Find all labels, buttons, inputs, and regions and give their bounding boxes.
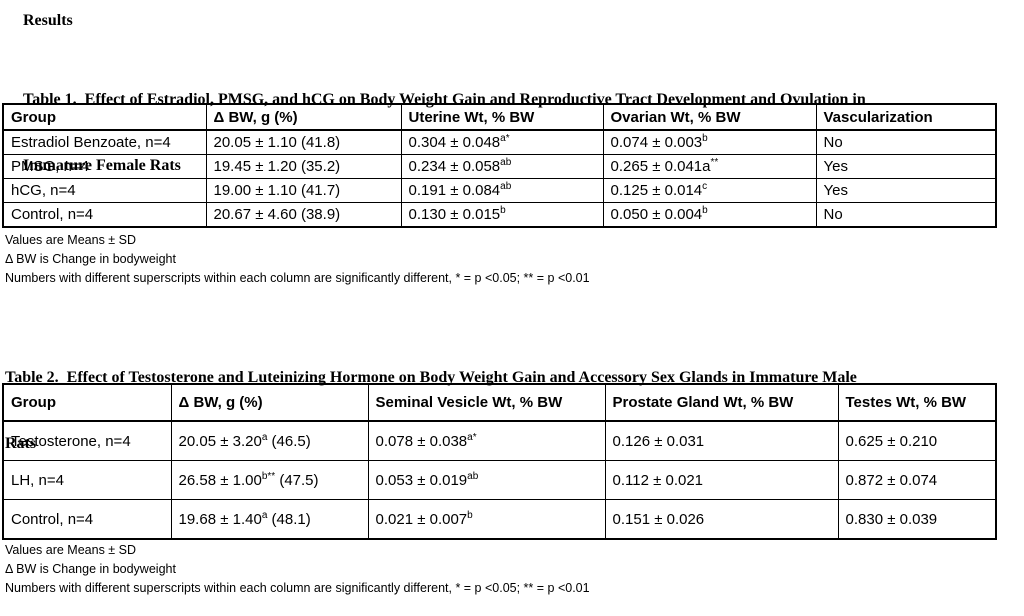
superscript: b <box>702 133 708 144</box>
superscript: ab <box>467 470 479 482</box>
table-cell: Control, n=4 <box>2 499 172 540</box>
table-cell: 0.830 ± 0.039 <box>837 499 997 540</box>
table-row: Control, n=4 20.67 ± 4.60 (38.9) 0.130 ± 0… <box>2 202 997 228</box>
header-row: Group Δ BW, g (%) Seminal Vesicle Wt, % BW… <box>2 383 997 422</box>
table-cell: 0.050 ± 0.004b <box>602 202 817 228</box>
table2-footnotes: Values are Means ± SD Δ BW is Change in … <box>5 541 590 598</box>
superscript: ab <box>500 181 512 192</box>
section-heading: Results <box>23 12 73 29</box>
footnote-line: Δ BW is Change in bodyweight <box>5 562 176 576</box>
table-cell: 26.58 ± 1.00b** (47.5) <box>170 460 369 500</box>
column-header: Prostate Gland Wt, % BW <box>604 383 839 422</box>
table-cell: 0.125 ± 0.014c <box>602 178 817 203</box>
table-cell: 0.625 ± 0.210 <box>837 420 997 461</box>
table-cell: 0.130 ± 0.015b <box>400 202 604 228</box>
superscript: b <box>500 205 506 216</box>
superscript: b <box>467 509 473 521</box>
table-cell: 0.078 ± 0.038a* <box>367 420 606 461</box>
superscript: a* <box>500 133 510 144</box>
table-row: LH, n=4 26.58 ± 1.00b** (47.5) 0.053 ± 0.0… <box>2 460 997 500</box>
table1-footnotes: Values are Means ± SD Δ BW is Change in … <box>5 231 590 288</box>
table-cell: No <box>815 129 997 155</box>
table-2: Group Δ BW, g (%) Seminal Vesicle Wt, % BW… <box>2 383 997 540</box>
table-cell: 0.112 ± 0.021 <box>604 460 839 500</box>
table-row: Testosterone, n=4 20.05 ± 3.20a (46.5) 0.0… <box>2 420 997 461</box>
footnote-line: Values are Means ± SD <box>5 543 136 557</box>
table-cell: Control, n=4 <box>2 202 207 228</box>
table2-caption-line1: Table 2. Effect of Testosterone and Lute… <box>5 369 857 386</box>
footnote-line: Values are Means ± SD <box>5 233 136 247</box>
superscript: b <box>702 205 708 216</box>
column-header: Uterine Wt, % BW <box>400 103 604 131</box>
superscript: a <box>261 431 268 443</box>
column-header: Seminal Vesicle Wt, % BW <box>367 383 606 422</box>
table-cell: 19.68 ± 1.40a (48.1) <box>170 499 369 540</box>
superscript: b** <box>261 470 276 482</box>
superscript: a* <box>467 431 477 443</box>
table-cell: hCG, n=4 <box>2 178 207 203</box>
table-cell: 20.05 ± 1.10 (41.8) <box>205 129 402 155</box>
table-cell: 0.126 ± 0.031 <box>604 420 839 461</box>
table-row: Estradiol Benzoate, n=4 20.05 ± 1.10 (41.… <box>2 129 997 155</box>
table-cell: 0.872 ± 0.074 <box>837 460 997 500</box>
footnote-line: Δ BW is Change in bodyweight <box>5 252 176 266</box>
footnote-line: Numbers with different superscripts with… <box>5 581 590 595</box>
table-cell: 0.265 ± 0.041a** <box>602 154 817 179</box>
table-cell: 0.074 ± 0.003b <box>602 129 817 155</box>
superscript: a <box>261 509 268 521</box>
table-1: Group Δ BW, g (%) Uterine Wt, % BW Ovarian … <box>2 103 997 228</box>
superscript: ** <box>710 157 719 168</box>
superscript: c <box>702 181 708 192</box>
table-cell: 20.67 ± 4.60 (38.9) <box>205 202 402 228</box>
table-cell: 19.00 ± 1.10 (41.7) <box>205 178 402 203</box>
table-cell: 0.304 ± 0.048a* <box>400 129 604 155</box>
table-cell: 19.45 ± 1.20 (35.2) <box>205 154 402 179</box>
table-cell: 0.053 ± 0.019ab <box>367 460 606 500</box>
table-cell: Estradiol Benzoate, n=4 <box>2 129 207 155</box>
column-header: Ovarian Wt, % BW <box>602 103 817 131</box>
column-header: Group <box>2 383 172 422</box>
table-cell: PMSG, n=4 <box>2 154 207 179</box>
table-cell: No <box>815 202 997 228</box>
footnote-line: Numbers with different superscripts with… <box>5 271 590 285</box>
superscript: ab <box>500 157 512 168</box>
table-cell: LH, n=4 <box>2 460 172 500</box>
table-cell: Yes <box>815 178 997 203</box>
table-cell: Testosterone, n=4 <box>2 420 172 461</box>
table-row: hCG, n=4 19.00 ± 1.10 (41.7) 0.191 ± 0.084… <box>2 178 997 203</box>
table-cell: Yes <box>815 154 997 179</box>
column-header: Vascularization <box>815 103 997 131</box>
column-header: Testes Wt, % BW <box>837 383 997 422</box>
table-row: PMSG, n=4 19.45 ± 1.20 (35.2) 0.234 ± 0.05… <box>2 154 997 179</box>
column-header: Δ BW, g (%) <box>170 383 369 422</box>
table2-caption: Table 2. Effect of Testosterone and Lute… <box>5 323 857 477</box>
table-cell: 0.151 ± 0.026 <box>604 499 839 540</box>
table-cell: 0.021 ± 0.007b <box>367 499 606 540</box>
column-header: Group <box>2 103 207 131</box>
table-cell: 0.191 ± 0.084ab <box>400 178 604 203</box>
table-row: Control, n=4 19.68 ± 1.40a (48.1) 0.021 ± … <box>2 499 997 540</box>
table-cell: 20.05 ± 3.20a (46.5) <box>170 420 369 461</box>
column-header: Δ BW, g (%) <box>205 103 402 131</box>
header-row: Group Δ BW, g (%) Uterine Wt, % BW Ovarian … <box>2 103 997 131</box>
table-cell: 0.234 ± 0.058ab <box>400 154 604 179</box>
